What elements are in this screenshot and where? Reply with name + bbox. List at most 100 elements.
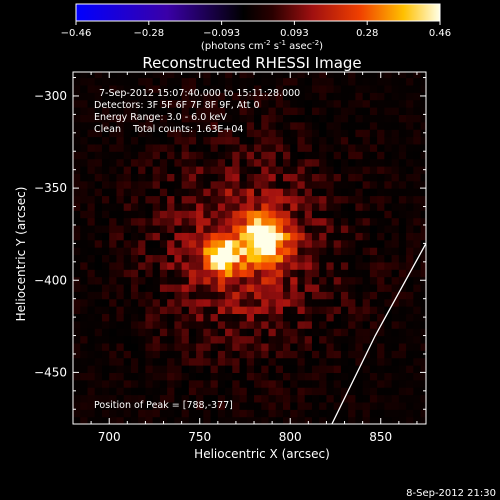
heatmap-cell xyxy=(355,328,364,337)
heatmap-cell xyxy=(130,357,139,366)
heatmap-cell xyxy=(239,136,248,145)
heatmap-cell xyxy=(333,210,342,219)
heatmap-cell xyxy=(239,158,248,167)
heatmap-cell xyxy=(275,121,284,130)
heatmap-cell xyxy=(282,247,291,256)
heatmap-cell xyxy=(333,335,342,344)
heatmap-cell xyxy=(203,107,212,115)
heatmap-cell xyxy=(232,254,241,263)
heatmap-cell xyxy=(319,261,328,270)
heatmap-cell xyxy=(384,416,393,424)
heatmap-cell xyxy=(130,269,139,278)
heatmap-cell xyxy=(130,387,139,396)
heatmap-cell xyxy=(80,335,89,344)
heatmap-cell xyxy=(319,99,328,108)
heatmap-cell xyxy=(319,320,328,329)
heatmap-cell xyxy=(333,129,342,138)
heatmap-cell xyxy=(87,173,96,182)
heatmap-cell xyxy=(413,401,422,410)
heatmap-cell xyxy=(304,261,313,270)
heatmap-cell xyxy=(210,313,219,322)
heatmap-cell xyxy=(239,195,248,204)
heatmap-cell xyxy=(384,202,393,211)
heatmap-cell xyxy=(87,298,96,307)
heatmap-cell xyxy=(355,269,364,278)
heatmap-cell xyxy=(232,210,241,219)
heatmap-cell xyxy=(326,365,335,373)
heatmap-cell xyxy=(210,409,219,418)
heatmap-cell xyxy=(130,401,139,410)
heatmap-cell xyxy=(384,335,393,344)
heatmap-cell xyxy=(420,121,426,130)
heatmap-cell xyxy=(130,107,139,115)
heatmap-cell xyxy=(145,313,154,322)
heatmap-cell xyxy=(297,283,306,292)
heatmap-cell xyxy=(398,291,407,300)
heatmap-cell xyxy=(290,158,299,167)
heatmap-cell xyxy=(326,143,335,152)
heatmap-cell xyxy=(210,401,219,410)
heatmap-cell xyxy=(116,298,125,307)
heatmap-cell xyxy=(348,72,356,79)
heatmap-cell xyxy=(167,188,175,197)
heatmap-cell xyxy=(290,387,299,396)
heatmap-cell xyxy=(73,269,81,278)
heatmap-cell xyxy=(326,232,335,241)
heatmap-cell xyxy=(174,121,183,130)
heatmap-cell xyxy=(297,269,306,278)
heatmap-cell xyxy=(333,247,342,256)
heatmap-cell xyxy=(319,202,328,211)
heatmap-cell xyxy=(188,202,197,211)
heatmap-cell xyxy=(311,261,320,270)
heatmap-cell xyxy=(261,136,270,145)
heatmap-cell xyxy=(398,276,407,285)
heatmap-cell xyxy=(181,350,190,359)
heatmap-cell xyxy=(297,254,306,263)
heatmap-cell xyxy=(362,328,371,337)
heatmap-cell xyxy=(384,151,393,160)
heatmap-cell xyxy=(319,107,328,115)
heatmap-cell xyxy=(225,217,233,226)
heatmap-cell xyxy=(217,99,226,108)
heatmap-cell xyxy=(261,387,270,396)
heatmap-cell xyxy=(101,84,110,93)
heatmap-cell xyxy=(138,416,147,424)
heatmap-cell xyxy=(123,92,132,101)
y-tick-label: −300 xyxy=(34,89,67,103)
heatmap-cell xyxy=(217,143,226,152)
heatmap-cell xyxy=(369,239,378,248)
heatmap-cell xyxy=(304,239,313,248)
heatmap-cell xyxy=(413,335,422,344)
heatmap-cell xyxy=(254,173,262,182)
heatmap-cell xyxy=(268,342,277,351)
heatmap-cell xyxy=(275,365,284,373)
heatmap-cell xyxy=(290,306,299,315)
heatmap-cell xyxy=(391,224,400,233)
heatmap-cell xyxy=(116,291,125,300)
heatmap-cell xyxy=(87,320,96,329)
heatmap-cell xyxy=(282,84,291,93)
heatmap-cell xyxy=(138,379,147,388)
heatmap-cell xyxy=(109,114,118,123)
colorbar xyxy=(75,3,441,22)
heatmap-cell xyxy=(326,306,335,315)
heatmap-cell xyxy=(377,239,385,248)
heatmap-cell xyxy=(420,143,426,152)
heatmap-cell xyxy=(261,328,270,337)
heatmap-cell xyxy=(268,151,277,160)
heatmap-cell xyxy=(268,165,277,174)
heatmap-cell xyxy=(391,188,400,197)
heatmap-cell xyxy=(225,394,233,403)
heatmap-cell xyxy=(384,387,393,396)
heatmap-cell xyxy=(297,372,306,381)
heatmap-cell xyxy=(159,254,168,263)
heatmap-cell xyxy=(282,143,291,152)
heatmap-cell xyxy=(362,379,371,388)
heatmap-cell xyxy=(73,409,81,418)
heatmap-cell xyxy=(384,99,393,108)
heatmap-cell xyxy=(203,92,212,101)
heatmap-cell xyxy=(391,121,400,130)
heatmap-cell xyxy=(152,232,161,241)
heatmap-cell xyxy=(217,409,226,418)
heatmap-cell xyxy=(167,254,175,263)
